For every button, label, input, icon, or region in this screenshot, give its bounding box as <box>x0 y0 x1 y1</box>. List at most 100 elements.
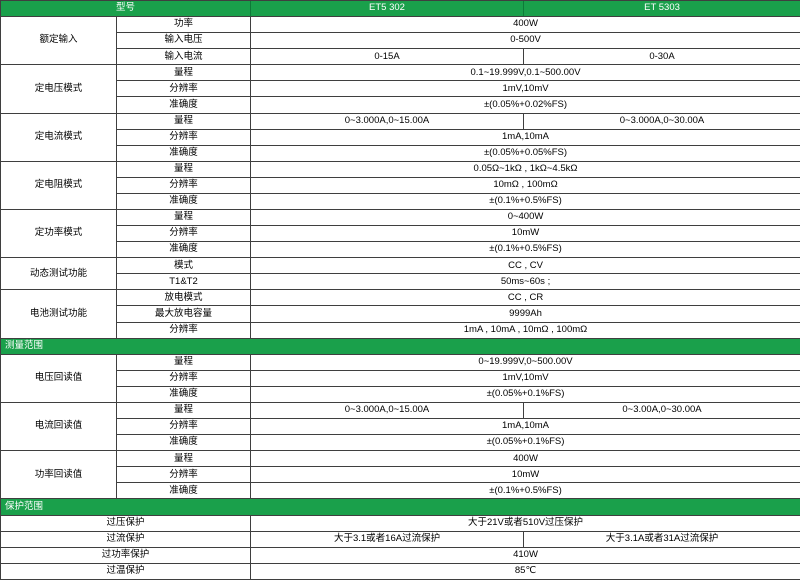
protection-label-cell: 过温保护 <box>1 563 252 580</box>
spec-label-cell: T1&T2 <box>117 274 252 291</box>
spec-value-cell: CC , CR <box>251 290 800 307</box>
spec-value-cell: 0~400W <box>251 210 800 227</box>
spec-label-cell: 准确度 <box>117 97 252 114</box>
spec-label-cell: 准确度 <box>117 386 252 403</box>
spec-label-cell: 量程 <box>117 113 252 130</box>
spec-value-cell: ±(0.05%+0.1%FS) <box>251 435 800 452</box>
table-row: 分辨率 1mA,10mA <box>1 129 800 146</box>
spec-label-cell: 量程 <box>117 402 252 420</box>
spec-value-cell: 85℃ <box>251 564 800 580</box>
spec-value-cell: 大于21V或者510V过压保护 <box>251 516 800 532</box>
table-row: T1&T2 50ms~60s ; <box>1 274 800 291</box>
spec-label-cell: 量程 <box>117 451 252 468</box>
spec-label-cell: 量程 <box>117 161 252 178</box>
spec-value-cell: 400W <box>251 451 800 468</box>
table-row: 额定输入 功率 400W <box>1 17 800 66</box>
group-label-cell: 电压回读值 <box>1 354 117 403</box>
table-row: 定功率模式 量程 0~400W <box>1 210 800 259</box>
spec-value-cell: 0.05Ω~1kΩ , 1kΩ~4.5kΩ <box>251 162 800 178</box>
spec-label-cell: 分辨率 <box>117 177 252 194</box>
spec-value-cell: 0-30A <box>524 49 800 66</box>
spec-value-cell: 10mW <box>251 467 800 484</box>
table-row: 准确度 ±(0.05%+0.1%FS) <box>1 386 800 403</box>
spec-label-cell: 输入电压 <box>117 33 252 50</box>
table-row: 分辨率 1mV,10mV <box>1 81 800 98</box>
table-row: 电池测试功能 放电模式 CC , CR <box>1 290 800 339</box>
spec-label-cell: 分辨率 <box>117 81 252 98</box>
group-label-cell: 额定输入 <box>1 17 117 66</box>
spec-label-cell: 准确度 <box>117 483 252 500</box>
table-row: 准确度 ±(0.1%+0.5%FS) <box>1 483 800 500</box>
group-label-cell: 电池测试功能 <box>1 290 117 339</box>
spec-label-cell: 分辨率 <box>117 370 252 387</box>
spec-value-cell: 1mV,10mV <box>251 81 800 98</box>
spec-value-cell: 0.1~19.999V,0.1~500.00V <box>251 65 800 82</box>
table-header-row: 型号 ET5 302 ET 5303 <box>1 1 800 18</box>
table-row: 分辨率 1mA,10mA <box>1 419 800 436</box>
table-row: 定电阻模式 量程 0.05Ω~1kΩ , 1kΩ~4.5kΩ <box>1 161 800 211</box>
spec-value-cell: ±(0.1%+0.5%FS) <box>251 242 800 259</box>
table-row: 过温保护 85℃ <box>1 563 800 580</box>
spec-value-cell: ±(0.05%+0.05%FS) <box>251 146 800 162</box>
group-label-cell: 功率回读值 <box>1 451 117 500</box>
spec-label-cell: 分辨率 <box>117 129 252 146</box>
spec-value-cell: 1mA,10mA <box>251 419 800 436</box>
table-row: 分辨率 1mV,10mV <box>1 370 800 387</box>
group-label-cell: 动态测试功能 <box>1 258 117 291</box>
spec-value-cell: 1mV,10mV <box>251 371 800 387</box>
spec-value-cell: 0~3.000A,0~15.00A <box>251 402 525 420</box>
spec-label-cell: 准确度 <box>117 193 252 211</box>
spec-label-cell: 最大放电容量 <box>117 306 252 323</box>
protection-label-cell: 过流保护 <box>1 531 252 548</box>
table-row: 准确度 ±(0.05%+0.1%FS) <box>1 435 800 452</box>
spec-value-cell: 1mA,10mA <box>251 130 800 146</box>
table-row: 过功率保护 410W <box>1 547 800 564</box>
spec-value-cell: CC , CV <box>251 258 800 275</box>
section-header-row: 保护范围 <box>1 499 800 516</box>
section-title-cell: 保护范围 <box>1 499 800 516</box>
table-row: 输入电压 0-500V <box>1 33 800 50</box>
table-row: 分辨率 10mW <box>1 226 800 243</box>
spec-label-cell: 输入电流 <box>117 49 252 66</box>
spec-label-cell: 量程 <box>117 210 252 227</box>
spec-value-cell: ±(0.1%+0.5%FS) <box>251 194 800 211</box>
spec-value-cell: 0-500V <box>251 33 800 50</box>
table-row: 准确度 ±(0.05%+0.05%FS) <box>1 145 800 162</box>
group-label-cell: 定功率模式 <box>1 210 117 259</box>
spec-value-cell: 0~3.00A,0~30.00A <box>524 403 800 420</box>
group-label-cell: 定电阻模式 <box>1 161 117 211</box>
spec-label-cell: 准确度 <box>117 435 252 452</box>
section-header-row: 测量范围 <box>1 338 800 355</box>
section-title-cell: 测量范围 <box>1 338 800 355</box>
spec-value-cell: 410W <box>251 548 800 564</box>
table-row: 过流保护 大于3.1或者16A过流保护 大于3.1A或者31A过流保护 <box>1 531 800 548</box>
spec-label-cell: 准确度 <box>117 145 252 162</box>
spec-value-cell: ±(0.05%+0.02%FS) <box>251 97 800 114</box>
table-row: 准确度 ±(0.1%+0.5%FS) <box>1 193 800 211</box>
spec-label-cell: 功率 <box>117 17 252 34</box>
spec-value-cell: 1mA , 10mA , 10mΩ , 100mΩ <box>251 323 800 339</box>
table-row: 电流回读值 量程 0~3.000A,0~15.00A 0~3.00A,0~30.… <box>1 402 800 452</box>
protection-label-cell: 过功率保护 <box>1 547 252 564</box>
table-row: 定电流模式 量程 0~3.000A,0~15.00A 0~3.000A,0~30… <box>1 113 800 162</box>
spec-label-cell: 分辨率 <box>117 467 252 484</box>
group-label-cell: 定电压模式 <box>1 65 117 114</box>
spec-value-cell: ±(0.05%+0.1%FS) <box>251 387 800 403</box>
spec-label-cell: 量程 <box>117 65 252 82</box>
spec-label-cell: 分辨率 <box>117 226 252 243</box>
spec-label-cell: 分辨率 <box>117 322 252 339</box>
table-row: 电压回读值 量程 0~19.999V,0~500.00V <box>1 354 800 403</box>
table-row: 分辨率 10mW <box>1 467 800 484</box>
spec-label-cell: 放电模式 <box>117 290 252 307</box>
table-row: 功率回读值 量程 400W <box>1 451 800 500</box>
spec-label-cell: 分辨率 <box>117 419 252 436</box>
spec-value-cell: 0-15A <box>251 49 525 66</box>
table-row: 准确度 ±(0.1%+0.5%FS) <box>1 242 800 259</box>
table-row: 分辨率 1mA , 10mA , 10mΩ , 100mΩ <box>1 322 800 339</box>
spec-value-cell: 0~3.000A,0~30.00A <box>524 114 800 130</box>
spec-label-cell: 准确度 <box>117 242 252 259</box>
table-row: 输入电流 0-15A 0-30A <box>1 49 800 66</box>
spec-value-cell: 大于3.1或者16A过流保护 <box>251 531 525 548</box>
table-row: 定电压模式 量程 0.1~19.999V,0.1~500.00V <box>1 65 800 114</box>
